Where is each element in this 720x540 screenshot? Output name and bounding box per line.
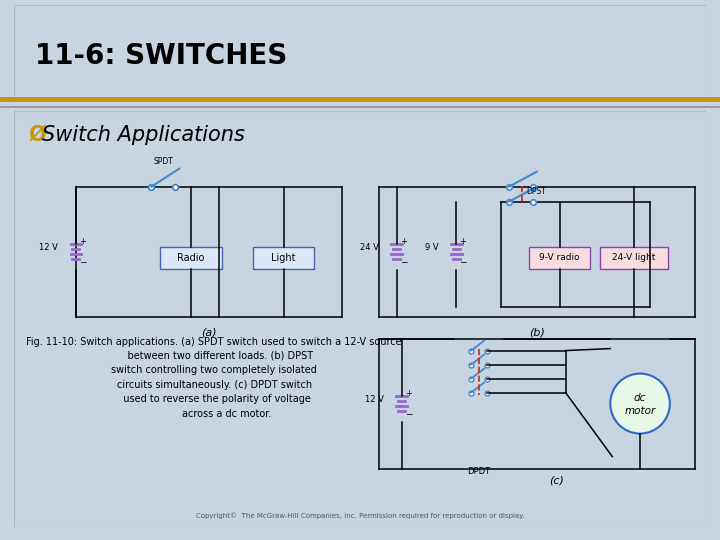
Text: 24 V: 24 V xyxy=(360,243,379,252)
Text: −: − xyxy=(79,257,86,266)
Text: +: + xyxy=(400,237,407,246)
Text: (c): (c) xyxy=(549,476,564,485)
FancyBboxPatch shape xyxy=(253,247,315,268)
Text: Ø: Ø xyxy=(28,125,46,145)
Text: 24-V light: 24-V light xyxy=(613,253,656,262)
Text: −: − xyxy=(405,409,412,418)
Text: Radio: Radio xyxy=(178,253,205,262)
Text: DPDT: DPDT xyxy=(467,467,491,476)
Text: 9-V radio: 9-V radio xyxy=(539,253,580,262)
Text: dc: dc xyxy=(634,393,647,402)
FancyBboxPatch shape xyxy=(161,247,222,268)
Text: Light: Light xyxy=(271,253,296,262)
Text: DPST: DPST xyxy=(526,187,546,195)
Text: +: + xyxy=(79,237,86,246)
Text: 9 V: 9 V xyxy=(425,243,438,252)
Circle shape xyxy=(611,374,670,434)
Text: −: − xyxy=(459,257,467,266)
Text: 11-6: SWITCHES: 11-6: SWITCHES xyxy=(35,42,287,70)
Text: −: − xyxy=(400,257,408,266)
Text: 12 V: 12 V xyxy=(39,243,58,252)
Text: Copyright©  The McGraw-Hill Companies, Inc. Permission required for reproduction: Copyright© The McGraw-Hill Companies, In… xyxy=(196,512,524,518)
Text: +: + xyxy=(459,237,466,246)
Text: (b): (b) xyxy=(528,328,545,338)
Text: 12 V: 12 V xyxy=(365,395,384,404)
Text: Fig. 11-10: Switch applications. (a) SPDT switch used to switch a 12-V source
  : Fig. 11-10: Switch applications. (a) SPD… xyxy=(27,336,402,418)
Text: Switch Applications: Switch Applications xyxy=(42,125,245,145)
Text: SPDT: SPDT xyxy=(153,157,174,166)
FancyBboxPatch shape xyxy=(528,247,590,268)
Text: +: + xyxy=(405,389,412,398)
FancyBboxPatch shape xyxy=(600,247,668,268)
Text: motor: motor xyxy=(624,406,656,416)
Text: (a): (a) xyxy=(201,328,217,338)
